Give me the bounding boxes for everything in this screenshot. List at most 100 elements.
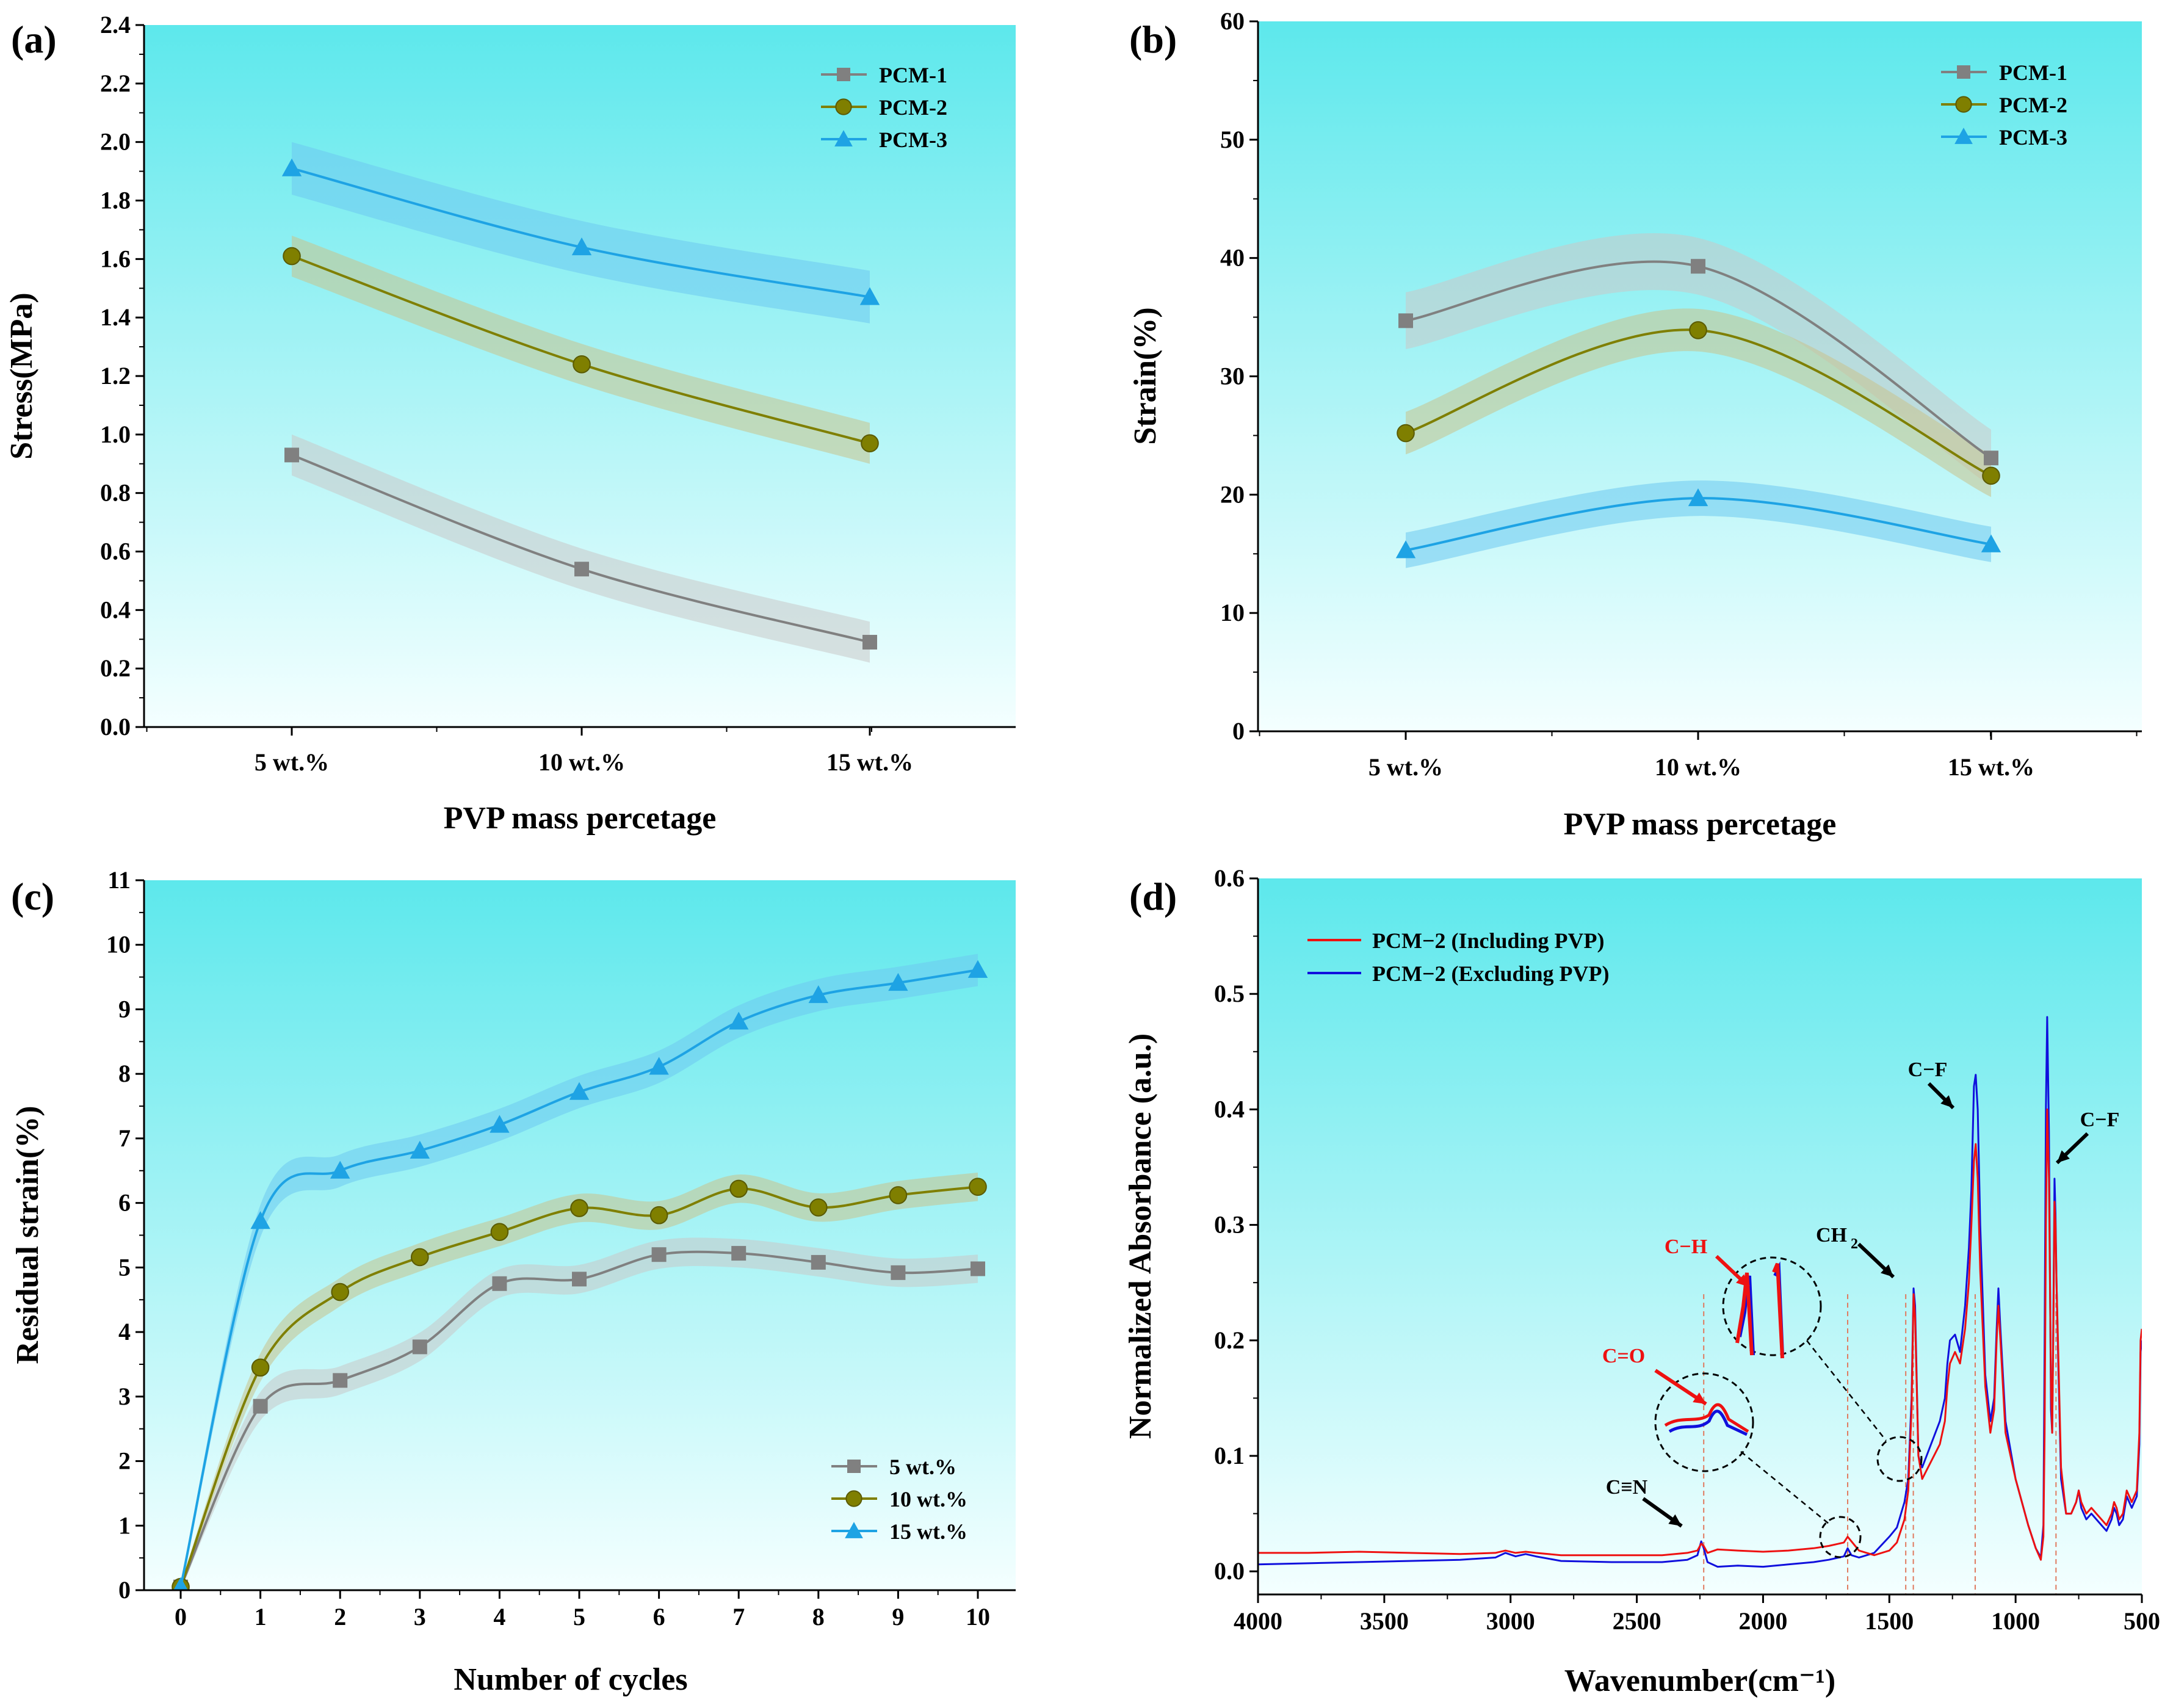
arrow-ch-head: [1736, 1274, 1749, 1287]
x-tick-label: 10 wt.%: [1655, 753, 1741, 781]
y-tick-label: 0: [118, 1576, 131, 1604]
legend-marker-3: [1954, 128, 1973, 144]
data-point-s3-8: [729, 1011, 749, 1030]
arrow-ch2-head: [1881, 1264, 1893, 1277]
data-point-s1-8: [731, 1246, 747, 1261]
data-point-s2-2: [1689, 321, 1707, 339]
x-tick-label: 5 wt.%: [255, 748, 329, 776]
y-tick-label: 0.3: [1214, 1211, 1245, 1239]
data-point-s3-1: [1395, 540, 1416, 559]
data-point-s3-4: [410, 1140, 430, 1159]
x-tick-label: 0: [175, 1603, 187, 1630]
y-tick-label: 0.0: [1214, 1557, 1245, 1585]
legend-marker-2: [835, 98, 852, 115]
legend-marker-3: [834, 130, 853, 147]
x-tick-label: 2500: [1613, 1607, 1661, 1635]
x-tick-label: 3000: [1486, 1607, 1535, 1635]
y-axis-title: Strain(%): [1128, 307, 1163, 444]
data-point-s1-2: [1691, 259, 1705, 274]
data-point-s3-3: [330, 1160, 350, 1179]
data-point-s3-9: [808, 985, 828, 1004]
y-tick-label: 40: [1220, 244, 1245, 272]
panel-a-legend: PCM-1 PCM-2 PCM-3: [821, 63, 947, 152]
x-tick-label: 6: [653, 1603, 665, 1630]
panel-d-legend: PCM−2 (Including PVP) PCM−2 (Excluding PV…: [1307, 928, 1610, 986]
data-point-s1-3: [1984, 451, 1998, 466]
y-axis-title: Residual strain(%): [10, 1105, 45, 1364]
data-point-s2-11: [969, 1178, 987, 1196]
x-tick-label: 15 wt.%: [1948, 753, 2034, 781]
legend-label-2: PCM−2 (Excluding PVP): [1372, 961, 1610, 986]
x-tick-label: 1: [255, 1603, 267, 1630]
annotation-co: C=O: [1602, 1345, 1645, 1367]
legend-label-1: PCM−2 (Including PVP): [1372, 928, 1605, 953]
panel-a-label: (a): [11, 18, 57, 61]
data-point-s1-1: [1398, 313, 1413, 328]
y-tick-label: 0.1: [1214, 1442, 1245, 1469]
y-axis-title: Stress(MPa): [4, 292, 39, 459]
data-point-s3-3: [859, 287, 880, 305]
x-tick-label: 10: [966, 1603, 990, 1630]
legend-marker-1: [1957, 65, 1970, 79]
y-tick-label: 5: [118, 1253, 131, 1281]
x-tick-label: 500: [2124, 1607, 2160, 1635]
y-tick-label: 0.4: [1214, 1095, 1245, 1123]
panel-b-axes: 0 10 20 30 40 50 60 5 wt.% 10 wt.% 15 wt.% PVP mas…: [1128, 7, 2142, 842]
y-tick-label: 20: [1220, 480, 1245, 508]
data-point-s2-2: [251, 1358, 270, 1377]
arrow-cn-head: [1668, 1514, 1682, 1526]
data-point-s3-5: [490, 1115, 510, 1133]
panel-b-label: (b): [1129, 18, 1177, 61]
data-point-s1-3: [333, 1373, 348, 1388]
panel-a: 0.0 0.2 0.4 0.6 0.8 1.0 1.2 1.4 1.6 1.8 2.0 2.2 2.4 5…: [4, 11, 1016, 836]
annotation-cf-2: C−F: [2080, 1109, 2120, 1131]
y-tick-label: 50: [1220, 126, 1245, 153]
annotation-cf-1: C−F: [1908, 1058, 1948, 1081]
data-point-s2-1: [283, 247, 301, 266]
x-tick-label: 4000: [1234, 1607, 1282, 1635]
legend-label-3: 15 wt.%: [889, 1519, 967, 1544]
data-point-s3-1: [173, 1577, 188, 1590]
y-tick-label: 0.6: [100, 538, 131, 565]
zoom-inset-red-co: [1664, 1403, 1749, 1433]
zoom-inset-red-ch: [1735, 1262, 1784, 1359]
y-tick-label: 8: [118, 1060, 131, 1087]
legend-label-3: PCM-3: [1999, 125, 2067, 150]
data-point-s1-5: [492, 1276, 507, 1291]
legend-marker-2: [1955, 96, 1972, 113]
y-tick-label: 0.0: [100, 713, 131, 740]
zoom-connector-2: [1806, 1340, 1887, 1441]
data-point-s2-6: [570, 1199, 588, 1217]
data-point-s2-3: [1982, 466, 2000, 485]
y-tick-label: 1.0: [100, 421, 131, 448]
x-tick-label: 1000: [1991, 1607, 2040, 1635]
x-tick-label: 9: [892, 1603, 904, 1630]
data-point-s3-2: [250, 1211, 270, 1229]
x-tick-label: 3: [414, 1603, 426, 1630]
panel-a-series: [281, 142, 880, 663]
legend-label-1: 5 wt.%: [889, 1455, 956, 1479]
x-tick-label: 10 wt.%: [538, 748, 625, 776]
y-tick-label: 7: [118, 1124, 131, 1152]
panel-d-series: [1258, 1016, 2142, 1594]
data-point-s1-3: [862, 635, 877, 650]
y-tick-label: 0.5: [1214, 980, 1245, 1007]
x-tick-label: 2000: [1738, 1607, 1787, 1635]
y-tick-label: 0.4: [100, 596, 131, 623]
x-axis-title: Wavenumber(cm⁻¹): [1564, 1663, 1836, 1698]
x-tick-label: 7: [732, 1603, 745, 1630]
data-point-s1-2: [253, 1399, 268, 1414]
y-tick-label: 30: [1220, 363, 1245, 390]
zoom-circle-2: [1722, 1256, 1822, 1356]
panel-c-axes: 0 1 2 3 4 5 6 7 8 9 10 11 0 1 2 3 4 5 6 7 8 9 10 Number of cycl…: [10, 866, 1016, 1697]
panel-c-label: (c): [11, 875, 54, 918]
data-point-s2-3: [331, 1283, 350, 1301]
x-tick-label: 15 wt.%: [826, 748, 913, 776]
data-point-s2-10: [889, 1186, 908, 1204]
y-tick-label: 10: [106, 931, 131, 958]
annotation-ch2: CH: [1816, 1224, 1847, 1247]
data-point-s3-7: [649, 1057, 669, 1075]
panel-b-legend: PCM-1 PCM-2 PCM-3: [1941, 60, 2067, 150]
